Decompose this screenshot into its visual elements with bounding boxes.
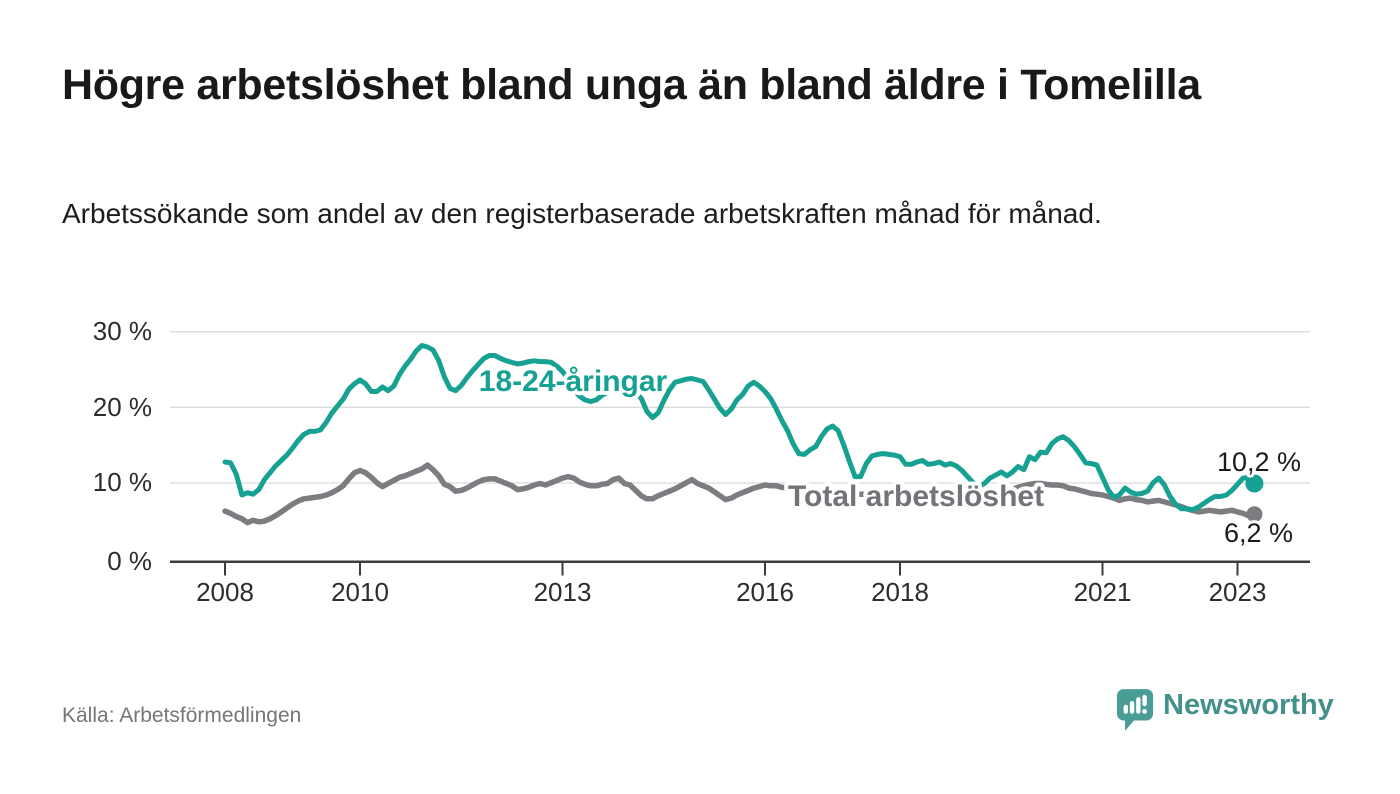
y-tick-20: 20 % [93, 392, 152, 422]
newsworthy-branding: Newsworthy [1116, 688, 1334, 732]
brand-name: Newsworthy [1163, 689, 1334, 721]
x-tick-2013: 2013 [534, 577, 592, 607]
end-value-youth: 10,2 % [1217, 447, 1301, 477]
x-tick-2021: 2021 [1074, 577, 1132, 607]
y-tick-10: 10 % [93, 467, 152, 497]
series-end-dot-youth [1245, 474, 1264, 493]
series-label-youth: 18-24-åringar [479, 365, 668, 398]
x-tick-2010: 2010 [331, 577, 389, 607]
x-tick-2023: 2023 [1209, 577, 1267, 607]
x-tick-2008: 2008 [196, 577, 254, 607]
series-end-dot-total [1246, 506, 1263, 523]
page-title: Högre arbetslöshet bland unga än bland ä… [62, 61, 1201, 109]
y-tick-0: 0 % [107, 546, 152, 576]
x-tick-2016: 2016 [736, 577, 794, 607]
source-note: Källa: Arbetsförmedlingen [62, 704, 302, 727]
end-value-total: 6,2 % [1224, 518, 1293, 548]
series-line-youth [222, 343, 1257, 513]
bar-chart-speech-bubble-icon [1116, 689, 1154, 731]
gridlines [170, 331, 1310, 484]
series-layer [222, 343, 1264, 526]
y-axis-labels: 30 % 20 % 10 % 0 % [93, 316, 152, 576]
y-tick-30: 30 % [93, 316, 152, 346]
x-tick-2018: 2018 [871, 577, 929, 607]
page-subtitle: Arbetssökande som andel av den registerb… [62, 198, 1102, 229]
x-axis: 2008 2010 2013 2016 2018 2021 2023 [170, 560, 1310, 607]
series-label-total: Total arbetslöshet [788, 480, 1044, 513]
series-line-total [222, 462, 1258, 526]
